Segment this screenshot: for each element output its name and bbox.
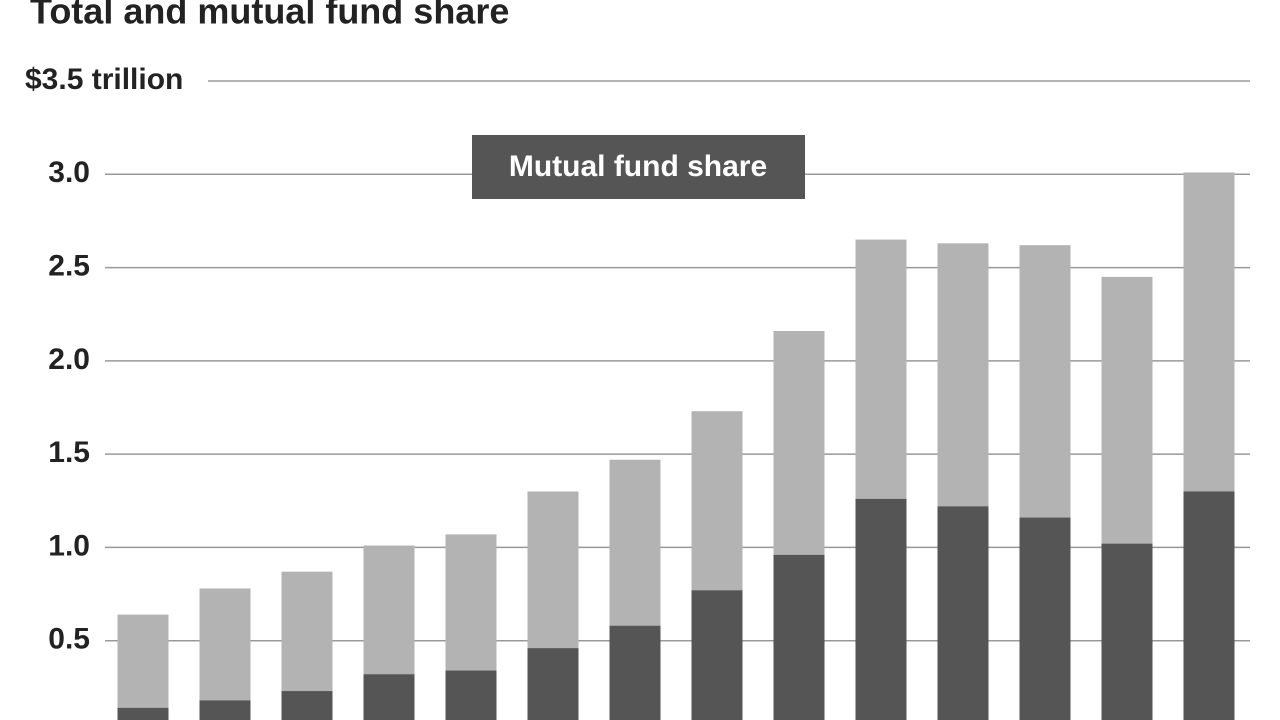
y-tick-label: 2.0 [48, 343, 90, 376]
y-tick-label: 0 [73, 716, 90, 720]
y-tick-label: 1.0 [48, 529, 90, 562]
legend-label: Mutual fund share [509, 150, 767, 183]
bar [609, 625, 661, 720]
y-tick-label: 2.5 [48, 249, 90, 282]
bar [199, 588, 251, 720]
y-tick-label: 0.5 [48, 623, 90, 656]
y-tick-label: 3.0 [48, 156, 90, 189]
bar [445, 670, 497, 720]
bar [773, 554, 825, 720]
y-tick-label: 1.5 [48, 436, 90, 469]
bar [1019, 517, 1071, 720]
bar [937, 506, 989, 720]
grid: 0 0.5 1.0 1.5 2.0 2.5 3.0 $3.5 trillion [25, 63, 1250, 720]
bar [527, 648, 579, 720]
bar [199, 700, 251, 720]
bar [117, 707, 169, 720]
bar [363, 674, 415, 720]
bar [855, 498, 907, 720]
chart-title: Total and mutual fund share [30, 0, 509, 32]
legend: Mutual fund share [472, 135, 805, 199]
bar [281, 691, 333, 720]
legend-box [472, 135, 805, 199]
bars [117, 172, 1235, 720]
bar [1101, 543, 1153, 720]
bar [117, 614, 169, 720]
bar [691, 590, 743, 720]
bar [1183, 491, 1235, 720]
y-tick-label: $3.5 trillion [25, 63, 183, 96]
